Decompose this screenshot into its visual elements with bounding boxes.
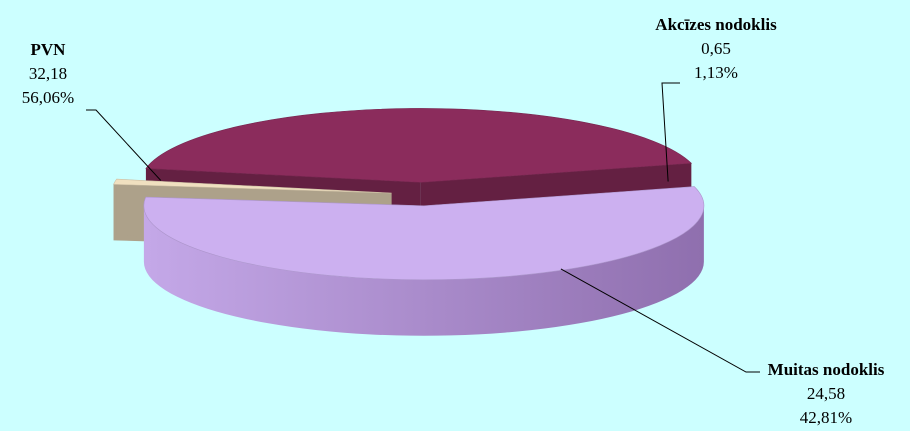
label-akcizes-name: Akcīzes nodoklis — [655, 15, 777, 34]
leader-lines — [86, 82, 760, 373]
leader-line-muitas — [560, 268, 760, 373]
label-akcizes-percent: 1,13% — [694, 63, 738, 82]
label-muitas-value: 24,58 — [807, 384, 845, 403]
label-pvn: PVN 32,18 56,06% — [22, 40, 74, 107]
leader-line-akcizes — [661, 82, 680, 182]
slice-pvn-side — [143, 205, 704, 336]
label-muitas-percent: 42,81% — [800, 408, 852, 427]
label-akcizes-value: 0,65 — [701, 39, 731, 58]
label-pvn-value: 32,18 — [29, 64, 67, 83]
label-pvn-percent: 56,06% — [22, 88, 74, 107]
label-pvn-name: PVN — [31, 40, 67, 59]
slice-pvn — [143, 186, 705, 336]
label-muitas: Muitas nodoklis 24,58 42,81% — [768, 360, 885, 427]
slice-akcizes-top — [113, 178, 392, 194]
label-akcizes: Akcīzes nodoklis 0,65 1,13% — [655, 15, 777, 82]
pie-depth — [113, 108, 705, 336]
label-muitas-name: Muitas nodoklis — [768, 360, 885, 379]
slice-pvn-top — [143, 186, 705, 281]
leader-line-pvn — [86, 109, 162, 181]
slice-muitas-top — [145, 108, 693, 183]
